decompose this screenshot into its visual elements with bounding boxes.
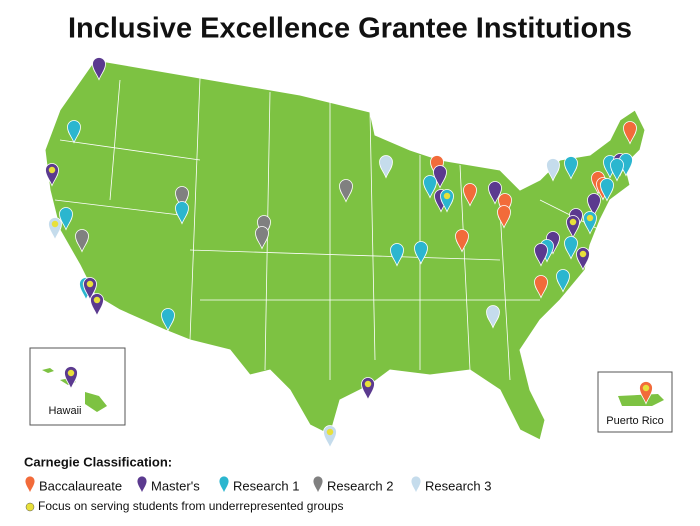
pin	[323, 425, 337, 449]
pin	[564, 156, 578, 180]
focus-dot	[86, 280, 94, 288]
pin	[463, 183, 477, 207]
pin	[48, 217, 62, 241]
focus-dot	[364, 380, 372, 388]
pin	[534, 243, 548, 267]
legend-label: Research 1	[233, 478, 299, 493]
legend-label: Baccalaureate	[39, 478, 122, 493]
pin	[576, 247, 590, 271]
pin	[600, 178, 614, 202]
focus-dot	[67, 369, 75, 377]
pin	[361, 377, 375, 401]
focus-dot	[48, 166, 56, 174]
focus-dot	[586, 214, 594, 222]
pin	[67, 120, 81, 144]
pin	[161, 308, 175, 332]
pin	[423, 175, 437, 199]
legend-label: Master's	[151, 478, 200, 493]
pin	[59, 207, 73, 231]
focus-dot	[579, 250, 587, 258]
pin	[534, 275, 548, 299]
focus-dot	[51, 220, 59, 228]
pin	[83, 277, 97, 301]
pin	[175, 186, 189, 210]
pin	[410, 475, 422, 495]
pin	[175, 201, 189, 225]
legend-label: Research 3	[425, 478, 491, 493]
focus-dot	[642, 384, 650, 392]
pin	[75, 229, 89, 253]
legend-label: Research 2	[327, 478, 393, 493]
pin	[488, 181, 502, 205]
pin	[583, 211, 597, 235]
hawaii-shape	[42, 368, 107, 412]
state-borders	[54, 77, 601, 381]
pin	[564, 236, 578, 260]
pin	[90, 293, 104, 317]
hawaii-label: Hawaii	[48, 405, 81, 417]
pin	[136, 475, 148, 495]
legend-heading: Carnegie Classification:	[24, 454, 172, 469]
pin	[390, 243, 404, 267]
title: Inclusive Excellence Grantee Institution…	[68, 13, 632, 45]
pin	[414, 241, 428, 265]
pin	[486, 305, 500, 329]
pin	[497, 205, 511, 229]
puerto-rico-shape	[618, 394, 664, 406]
pin	[455, 229, 469, 253]
focus-note: Focus on serving students from underrepr…	[38, 499, 344, 513]
legend: Baccalaureate Master's Research 1 Research …	[24, 475, 491, 495]
pin	[546, 158, 560, 182]
puerto-rico-label: Puerto Rico	[606, 415, 663, 427]
focus-dot	[443, 192, 451, 200]
pin	[440, 189, 454, 213]
focus-dot	[569, 218, 577, 226]
us-map	[44, 59, 646, 441]
pin	[218, 475, 230, 495]
pin	[610, 158, 624, 182]
pin	[312, 475, 324, 495]
pin	[556, 269, 570, 293]
pin	[379, 155, 393, 179]
pin	[92, 57, 106, 81]
hawaii-inset	[29, 347, 126, 426]
focus-dot	[326, 428, 334, 436]
pin	[339, 179, 353, 203]
pin	[623, 121, 637, 145]
pin	[24, 475, 36, 495]
pin	[45, 163, 59, 187]
pin	[255, 226, 269, 250]
focus-dot	[25, 502, 35, 512]
pin	[566, 215, 580, 239]
pin	[587, 193, 601, 217]
focus-dot	[93, 296, 101, 304]
pins	[45, 57, 653, 449]
pin	[64, 366, 78, 390]
pin	[639, 381, 653, 405]
